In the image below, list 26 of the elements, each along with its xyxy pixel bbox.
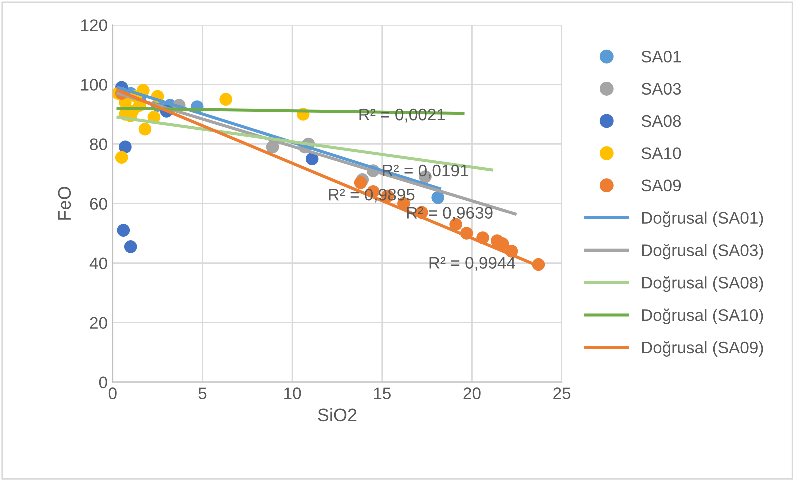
x-tick-label: 0	[108, 388, 117, 400]
legend-label: SA09	[642, 180, 682, 192]
y-tick-label: 60	[90, 198, 108, 210]
y-tick-label: 0	[99, 376, 108, 389]
legend-label: Doğrusal (SA01)	[642, 212, 764, 228]
x-tick-label: 25	[554, 388, 571, 400]
y-tick-label: 40	[90, 258, 108, 270]
y-tick-label: 120	[81, 20, 108, 32]
legend-label: Doğrusal (SA08)	[642, 276, 764, 292]
y-axis-title: FeO	[58, 187, 72, 220]
x-tick-label: 10	[284, 388, 302, 400]
legend-label: SA08	[642, 115, 682, 128]
y-tick-label: 80	[90, 138, 108, 150]
legend-label: Doğrusal (SA09)	[642, 341, 764, 357]
y-tick-label: 20	[90, 317, 108, 330]
legend-label: SA01	[642, 50, 682, 63]
legend-label: Doğrusal (SA10)	[642, 308, 764, 325]
x-axis-title: SiO2	[318, 408, 357, 422]
y-tick-label: 100	[81, 79, 108, 91]
annotation: R² = 0,9944	[430, 257, 516, 271]
x-tick-label: 5	[198, 388, 207, 400]
x-tick-label: 20	[464, 388, 481, 400]
legend-label: SA10	[642, 148, 682, 160]
x-tick-label: 15	[374, 388, 391, 400]
legend-label: Doğrusal (SA03)	[642, 244, 764, 260]
legend-label: SA03	[642, 83, 682, 95]
